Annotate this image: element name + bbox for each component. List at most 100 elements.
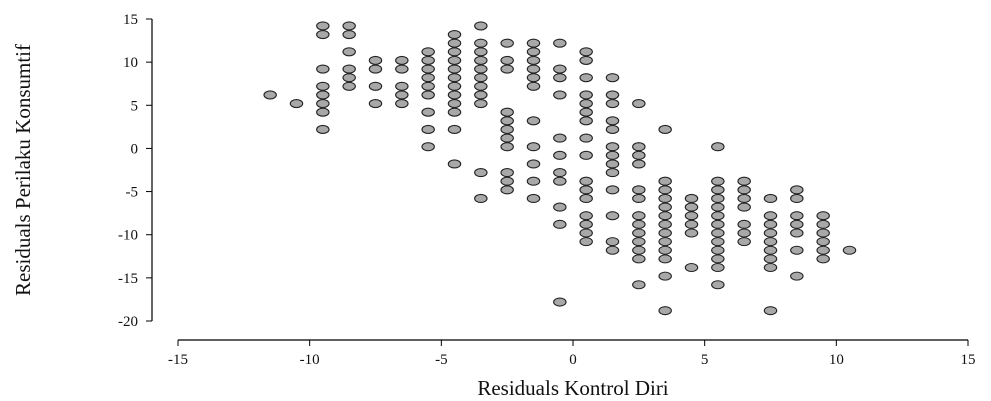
data-point [500, 55, 514, 65]
data-point [605, 211, 620, 221]
data-point [368, 55, 383, 65]
data-point [553, 297, 567, 307]
data-point [553, 73, 567, 83]
data-point [658, 271, 672, 281]
data-point [474, 73, 488, 83]
data-point [500, 168, 514, 178]
data-point [447, 38, 462, 48]
data-point [421, 90, 435, 100]
data-point [553, 176, 567, 186]
data-point [447, 64, 462, 74]
data-point [500, 64, 514, 74]
data-point [500, 176, 514, 186]
data-point [684, 262, 699, 273]
data-point [421, 107, 435, 117]
data-point [553, 168, 567, 178]
data-point [605, 185, 620, 195]
y-tick-label: 15 [123, 12, 138, 28]
data-point [316, 29, 330, 40]
data-point [658, 237, 672, 247]
data-point [658, 211, 672, 221]
data-point [579, 237, 593, 247]
data-point [395, 81, 409, 91]
data-point [421, 64, 435, 74]
data-point [447, 47, 462, 57]
data-point [737, 219, 751, 229]
data-point [658, 306, 672, 316]
data-point [316, 81, 330, 91]
data-point [711, 228, 725, 238]
data-point [816, 211, 830, 221]
data-point [790, 271, 804, 281]
y-tick-label: 5 [131, 98, 139, 114]
data-point [816, 228, 830, 238]
data-point [632, 99, 646, 109]
data-point [579, 73, 593, 83]
data-point [526, 176, 541, 186]
data-point [737, 237, 751, 247]
data-point [316, 64, 330, 74]
data-point [790, 193, 804, 204]
y-axis-title: Residuals Perilaku Konsumtif [11, 44, 35, 296]
y-tick-label: -5 [126, 185, 139, 201]
data-point [474, 47, 488, 57]
data-point [684, 228, 699, 238]
data-point [711, 202, 725, 212]
data-point [632, 211, 646, 221]
data-point [526, 47, 541, 57]
data-point [790, 245, 804, 255]
y-tick-label: -10 [118, 228, 138, 244]
data-point [790, 185, 804, 195]
data-point [684, 219, 699, 229]
data-point [579, 107, 593, 117]
data-point [526, 159, 541, 169]
data-point [763, 193, 778, 204]
data-point [579, 116, 593, 126]
data-point [474, 81, 488, 91]
data-point [816, 254, 830, 264]
data-point [658, 176, 672, 186]
data-point [342, 64, 356, 74]
data-point [632, 193, 646, 204]
data-point [763, 262, 778, 273]
data-point [658, 254, 672, 264]
data-point [658, 219, 672, 229]
data-point [474, 168, 488, 178]
data-point [579, 133, 593, 143]
data-point [711, 211, 725, 221]
data-point [421, 47, 435, 57]
data-point [579, 193, 593, 204]
x-tick-label: 0 [569, 352, 577, 368]
data-point [816, 245, 830, 255]
data-point [632, 159, 646, 169]
data-point [763, 245, 778, 255]
data-point [632, 280, 646, 290]
data-point [500, 116, 514, 126]
data-point [447, 29, 462, 40]
data-point [658, 185, 672, 195]
data-point [579, 150, 593, 160]
data-point [579, 47, 593, 57]
data-point [632, 254, 646, 264]
data-point [500, 185, 514, 195]
data-point [711, 185, 725, 195]
data-point [368, 81, 383, 91]
y-tick-label: 10 [123, 55, 138, 71]
data-point [711, 262, 725, 273]
data-point [526, 116, 541, 126]
x-tick-label: -15 [168, 352, 188, 368]
data-point [737, 228, 751, 238]
data-point [553, 38, 567, 48]
data-point [737, 176, 751, 186]
data-point [447, 81, 462, 91]
data-point [711, 245, 725, 255]
data-point [526, 64, 541, 74]
data-point [421, 73, 435, 83]
data-point [474, 90, 488, 100]
data-point [316, 90, 330, 100]
x-tick-label: -10 [300, 352, 320, 368]
data-point [605, 245, 620, 255]
data-point [553, 219, 567, 229]
